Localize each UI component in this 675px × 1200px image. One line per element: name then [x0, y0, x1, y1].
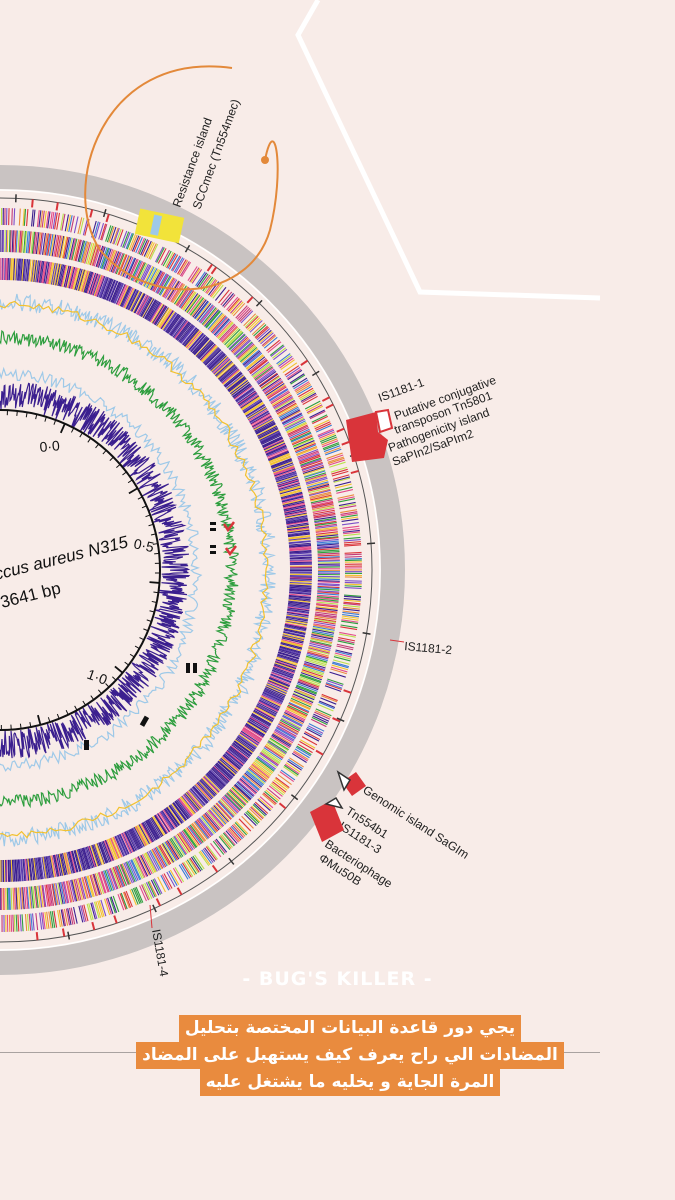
red-marker-tick	[89, 209, 94, 218]
outer-grey-ring	[0, 165, 405, 975]
gc-skew-plot-yellow	[0, 300, 269, 839]
red-marker-tick	[341, 440, 350, 446]
red-marker-tick	[113, 915, 118, 924]
red-marker-tick	[91, 921, 96, 931]
resistance-island-highlight-blue	[150, 214, 163, 236]
red-marker-tick	[350, 469, 359, 475]
outer-scale-tick	[102, 209, 107, 218]
resistance-island-dot	[261, 156, 269, 164]
inner-axis-ticks	[0, 410, 160, 730]
outer-scale-tick	[228, 857, 235, 865]
gc-content-plot	[0, 329, 239, 809]
red-marker-tick	[321, 396, 330, 402]
marker-black-2	[210, 528, 216, 531]
outer-scale-tick	[290, 794, 299, 801]
red-marker-tick	[211, 864, 219, 873]
genome-rings	[0, 165, 405, 975]
organism-name: ccus aureus N315	[0, 532, 130, 584]
caption: يجي دور قاعدة البيانات المختصة بتحليل ال…	[95, 1015, 605, 1096]
outer-scale-tick	[255, 299, 263, 307]
red-marker-tick	[300, 359, 309, 366]
caption-line-1: يجي دور قاعدة البيانات المختصة بتحليل	[178, 1015, 522, 1042]
marker-black-8	[84, 740, 89, 750]
outer-scale-tick	[152, 904, 157, 913]
decorative-white-line	[295, 0, 601, 301]
outer-white-line	[0, 189, 381, 951]
red-marker-tick	[325, 403, 334, 409]
red-marker-tick	[155, 898, 162, 907]
red-marker-tick	[332, 717, 341, 723]
annotation-is1181-2: IS1181-2	[404, 639, 453, 657]
red-marker-tick	[343, 689, 352, 694]
tick-label-0: 0·0	[39, 437, 61, 455]
marker-black-1	[210, 522, 216, 525]
inner-axis-circle	[0, 409, 161, 731]
marker-black-4	[210, 551, 216, 554]
red-marker-tick	[61, 928, 66, 937]
outer-scale-tick	[184, 244, 191, 253]
red-marker-tick	[315, 749, 324, 756]
pathogenicity-arrow	[346, 412, 388, 462]
red-marker-tick	[210, 266, 217, 275]
outer-scale-tick	[311, 370, 320, 377]
red-marker-tick	[246, 296, 254, 304]
outer-scale-tick	[367, 542, 376, 545]
purple-density-plot	[0, 382, 191, 759]
outer-scale-tick	[336, 717, 345, 722]
red-marker-tick	[31, 199, 34, 208]
genome-tracks	[0, 194, 376, 941]
outer-scale-tick	[362, 632, 371, 635]
tick-label-10: 1·0	[85, 666, 110, 688]
gc-skew-plot	[0, 293, 276, 847]
transposon-arrow	[374, 408, 394, 434]
red-marker-tick	[35, 932, 39, 941]
genomic-island-arrow-outline	[336, 770, 352, 792]
genome-size: 3641 bp	[0, 579, 63, 612]
red-marker-tick	[336, 427, 345, 433]
inner-blue-plot	[0, 366, 203, 772]
outer-scale-circle	[0, 197, 373, 943]
bacteriophage-arrow	[310, 800, 344, 842]
marker-black-5	[186, 663, 190, 673]
marker-black-3	[210, 545, 216, 548]
cds-forward-track	[0, 207, 363, 933]
red-marker-tick	[55, 202, 59, 211]
is1181-4-leader	[149, 904, 153, 929]
watermark: - BUG'S KILLER -	[242, 968, 433, 990]
red-marker-tick	[105, 213, 110, 223]
marker-black-7	[139, 715, 150, 727]
tn554-arrow	[324, 796, 344, 810]
red-marker-tick	[206, 263, 213, 272]
red-marker-tick	[176, 887, 183, 896]
marker-black-6	[193, 663, 197, 673]
caption-line-3: المرة الجاية و يخليه ما يشتغل عليه	[199, 1069, 501, 1096]
red-marker-tick	[278, 802, 287, 810]
resistance-island-loop	[84, 65, 279, 291]
marker-check-2	[224, 545, 237, 557]
outer-scale-tick	[67, 931, 71, 940]
is1181-2-leader	[389, 639, 405, 643]
tick-label-05: 0·5	[132, 535, 155, 555]
caption-line-2: المضادات الي راح يعرف كيف يستهبل على الم…	[136, 1042, 564, 1069]
purple-track	[0, 257, 313, 883]
marker-check-1	[222, 521, 235, 533]
